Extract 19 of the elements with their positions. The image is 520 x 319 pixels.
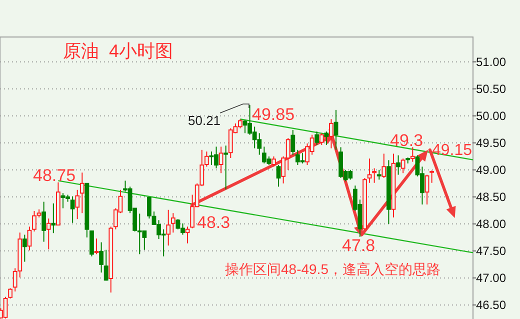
y-tick-label: 47.00	[476, 270, 506, 285]
y-tick-label: 49.50	[476, 136, 506, 150]
annotation: 50.21	[188, 113, 221, 128]
annotation: 48.75	[33, 166, 76, 185]
y-tick-label: 48.00	[476, 216, 506, 231]
annotation: 操作区间48-49.5，逢高入空的思路	[225, 261, 440, 277]
y-tick-label: 49.00	[476, 162, 506, 177]
y-tick-label: 46.50	[476, 298, 506, 312]
chart-title: 原油 4小时图	[63, 41, 174, 61]
y-tick-label: 50.00	[476, 108, 506, 123]
y-tick-label: 50.50	[476, 82, 506, 96]
annotation: 49.15	[432, 142, 472, 159]
annotation: 47.8	[342, 236, 376, 255]
y-tick-label: 47.50	[476, 244, 506, 258]
annotation: 48.3	[197, 213, 230, 232]
annotation: 49.3	[390, 131, 424, 150]
y-tick-label: 51.00	[476, 54, 506, 69]
y-tick-label: 48.50	[476, 190, 506, 204]
annotation: 49.85	[252, 105, 295, 124]
